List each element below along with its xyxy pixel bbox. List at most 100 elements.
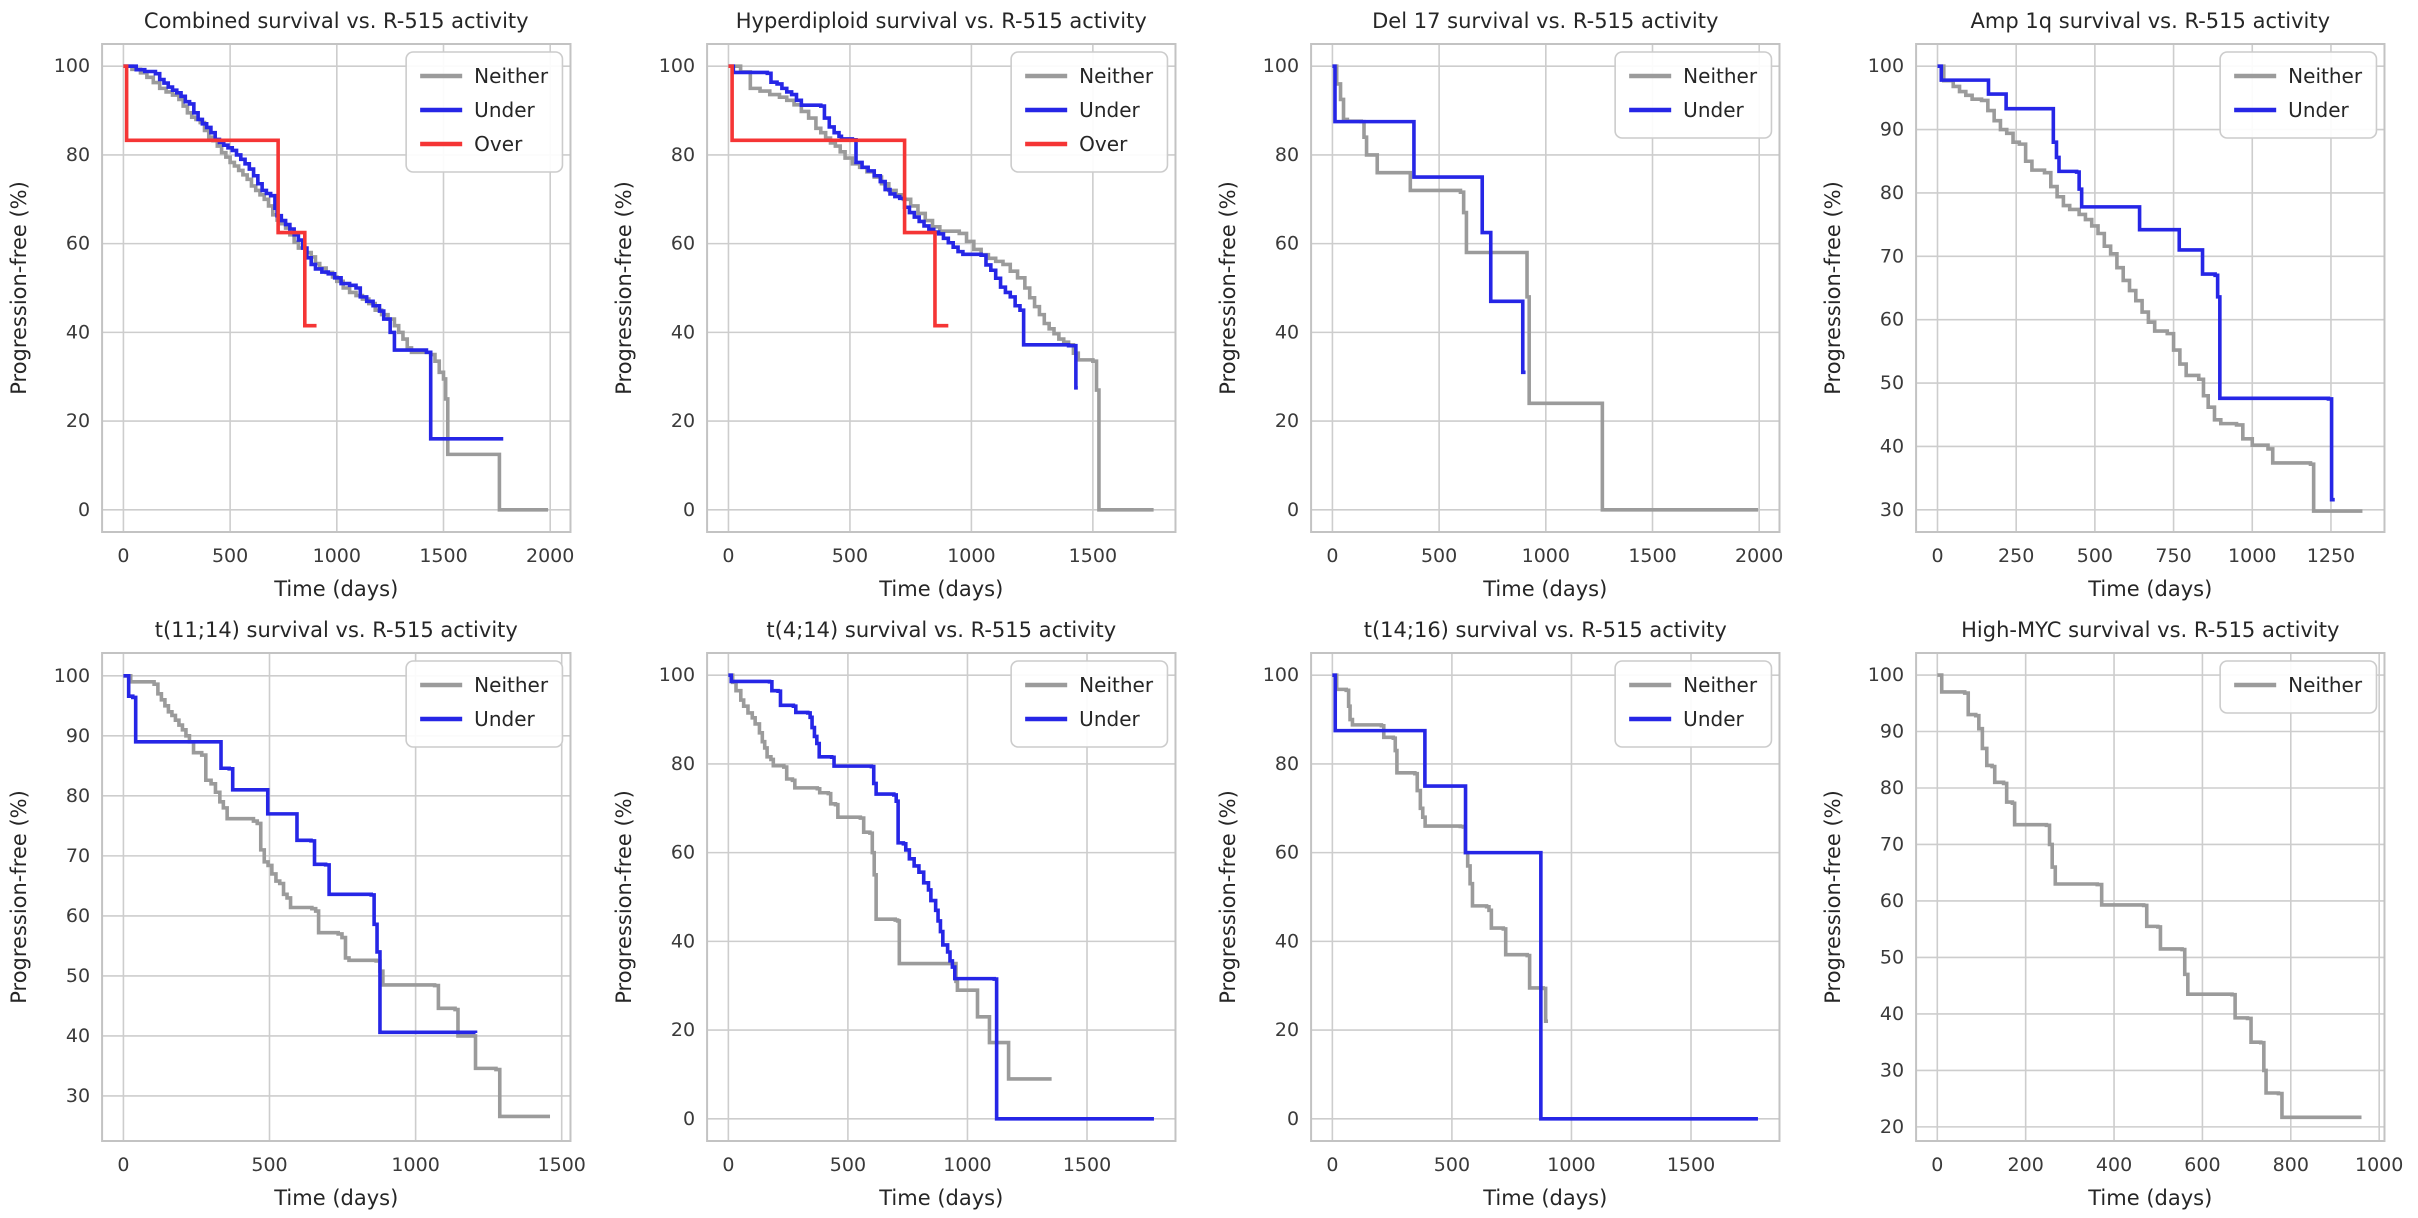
survival-curve-over [123, 64, 317, 328]
y-axis-label: Progression-free (%) [7, 790, 31, 1004]
x-tick-label: 2000 [526, 545, 574, 567]
y-tick-label: 80 [66, 785, 90, 807]
y-tick-label: 50 [1879, 946, 1903, 968]
plot-title: Combined survival vs. R-515 activity [144, 9, 529, 33]
y-tick-label: 80 [1275, 144, 1299, 166]
y-tick-label: 100 [658, 55, 694, 77]
axes-frame [1914, 43, 2385, 533]
x-tick-label: 0 [1931, 1154, 1943, 1176]
axes-frame [1310, 652, 1781, 1142]
y-tick-label: 70 [66, 845, 90, 867]
legend-box [1009, 660, 1168, 748]
plot-title: Hyperdiploid survival vs. R-515 activity [735, 9, 1146, 33]
x-tick-label: 1000 [1522, 545, 1570, 567]
x-tick-label: 1000 [2228, 545, 2276, 567]
y-tick-label: 40 [1879, 435, 1903, 457]
plot-title: Del 17 survival vs. R-515 activity [1372, 9, 1718, 33]
x-tick-label: 800 [2272, 1154, 2308, 1176]
x-tick-label: 1500 [419, 545, 467, 567]
x-axis-label: Time (days) [878, 1186, 1003, 1210]
y-tick-label: 20 [66, 410, 90, 432]
x-tick-label: 1000 [1547, 1154, 1595, 1176]
survival-curve-under [727, 673, 1154, 1121]
plot-title: t(14;16) survival vs. R-515 activity [1364, 618, 1727, 642]
y-tick-label: 60 [670, 842, 694, 864]
legend-label-neither: Neither [2288, 64, 2363, 88]
y-axis-label: Progression-free (%) [1216, 790, 1240, 1004]
legend-label-neither: Neither [474, 673, 549, 697]
x-tick-label: 1500 [1068, 545, 1116, 567]
legend-box [405, 660, 564, 748]
x-tick-label: 500 [2076, 545, 2112, 567]
axes-frame [101, 652, 572, 1142]
survival-curve-under [1332, 673, 1758, 1121]
legend-box [2218, 51, 2377, 139]
subplot-t14-16: 0 500 1000 1500 0 20 40 60 80 100 Time (days) Progr… [1209, 609, 1814, 1218]
x-tick-label: 500 [212, 545, 248, 567]
legend-label-neither: Neither [1079, 64, 1154, 88]
y-tick-label: 40 [66, 321, 90, 343]
y-tick-label: 40 [66, 1025, 90, 1047]
y-tick-label: 60 [1879, 890, 1903, 912]
survival-curve-under [123, 674, 478, 1035]
x-tick-label: 1500 [1062, 1154, 1110, 1176]
axes-frame [1914, 652, 2385, 1142]
x-tick-label: 1500 [538, 1154, 586, 1176]
legend: Neither Under [405, 660, 564, 748]
y-tick-label: 30 [1879, 499, 1903, 521]
legend-label-over: Over [474, 132, 523, 156]
x-tick-label: 0 [1931, 545, 1943, 567]
legend-label-neither: Neither [1683, 64, 1758, 88]
y-tick-label: 0 [682, 499, 694, 521]
y-axis-label: Progression-free (%) [7, 181, 31, 395]
y-tick-label: 60 [670, 233, 694, 255]
x-tick-label: 200 [2007, 1154, 2043, 1176]
subplot-t11-14: 0 500 1000 1500 30 40 50 60 70 80 90 100 Time (days)… [0, 609, 605, 1218]
legend-box [1614, 660, 1773, 748]
legend-label-over: Over [1079, 132, 1128, 156]
legend: Neither Under Over [1009, 51, 1168, 173]
axes-frame [705, 43, 1176, 533]
y-tick-label: 20 [1275, 410, 1299, 432]
y-tick-label: 30 [1879, 1059, 1903, 1081]
x-tick-label: 1000 [947, 545, 995, 567]
y-tick-label: 80 [1879, 182, 1903, 204]
legend-label-under: Under [474, 707, 535, 731]
y-tick-label: 100 [1867, 55, 1903, 77]
y-tick-label: 50 [66, 965, 90, 987]
x-tick-label: 500 [1421, 545, 1457, 567]
y-tick-label: 60 [66, 233, 90, 255]
x-tick-label: 500 [251, 1154, 287, 1176]
x-tick-label: 2000 [1735, 545, 1783, 567]
chart-canvas: 0 500 1000 1500 0 20 40 60 80 100 Time (days) Progr… [1209, 609, 1814, 1218]
y-tick-label: 60 [1879, 309, 1903, 331]
x-tick-label: 1000 [313, 545, 361, 567]
y-tick-label: 100 [1867, 664, 1903, 686]
x-tick-label: 500 [829, 1154, 865, 1176]
axes-frame [1310, 43, 1781, 533]
y-tick-label: 100 [54, 665, 90, 687]
survival-curve-under [1936, 64, 2335, 502]
legend-label-neither: Neither [2288, 673, 2363, 697]
y-tick-label: 40 [670, 321, 694, 343]
chart-canvas: 0 500 1000 1500 0 20 40 60 80 100 Time (days) Progr… [604, 609, 1209, 1218]
x-tick-label: 0 [1326, 1154, 1338, 1176]
y-tick-label: 40 [670, 930, 694, 952]
y-tick-label: 0 [1287, 1108, 1299, 1130]
y-tick-label: 40 [1275, 321, 1299, 343]
legend-label-neither: Neither [1683, 673, 1758, 697]
y-tick-label: 20 [1275, 1019, 1299, 1041]
x-tick-label: 500 [1434, 1154, 1470, 1176]
y-axis-label: Progression-free (%) [1821, 790, 1845, 1004]
x-tick-label: 1500 [1628, 545, 1676, 567]
x-tick-label: 600 [2184, 1154, 2220, 1176]
chart-canvas: 0 500 1000 1500 2000 0 20 40 60 80 100 Time (days) P… [0, 0, 605, 609]
y-tick-label: 90 [66, 725, 90, 747]
y-tick-label: 0 [1287, 499, 1299, 521]
subplot-combined: 0 500 1000 1500 2000 0 20 40 60 80 100 Time (days) P… [0, 0, 605, 609]
survival-curve-neither [1936, 64, 2362, 513]
legend: Neither Under [1614, 51, 1773, 139]
y-tick-label: 0 [682, 1108, 694, 1130]
y-tick-label: 20 [670, 1019, 694, 1041]
